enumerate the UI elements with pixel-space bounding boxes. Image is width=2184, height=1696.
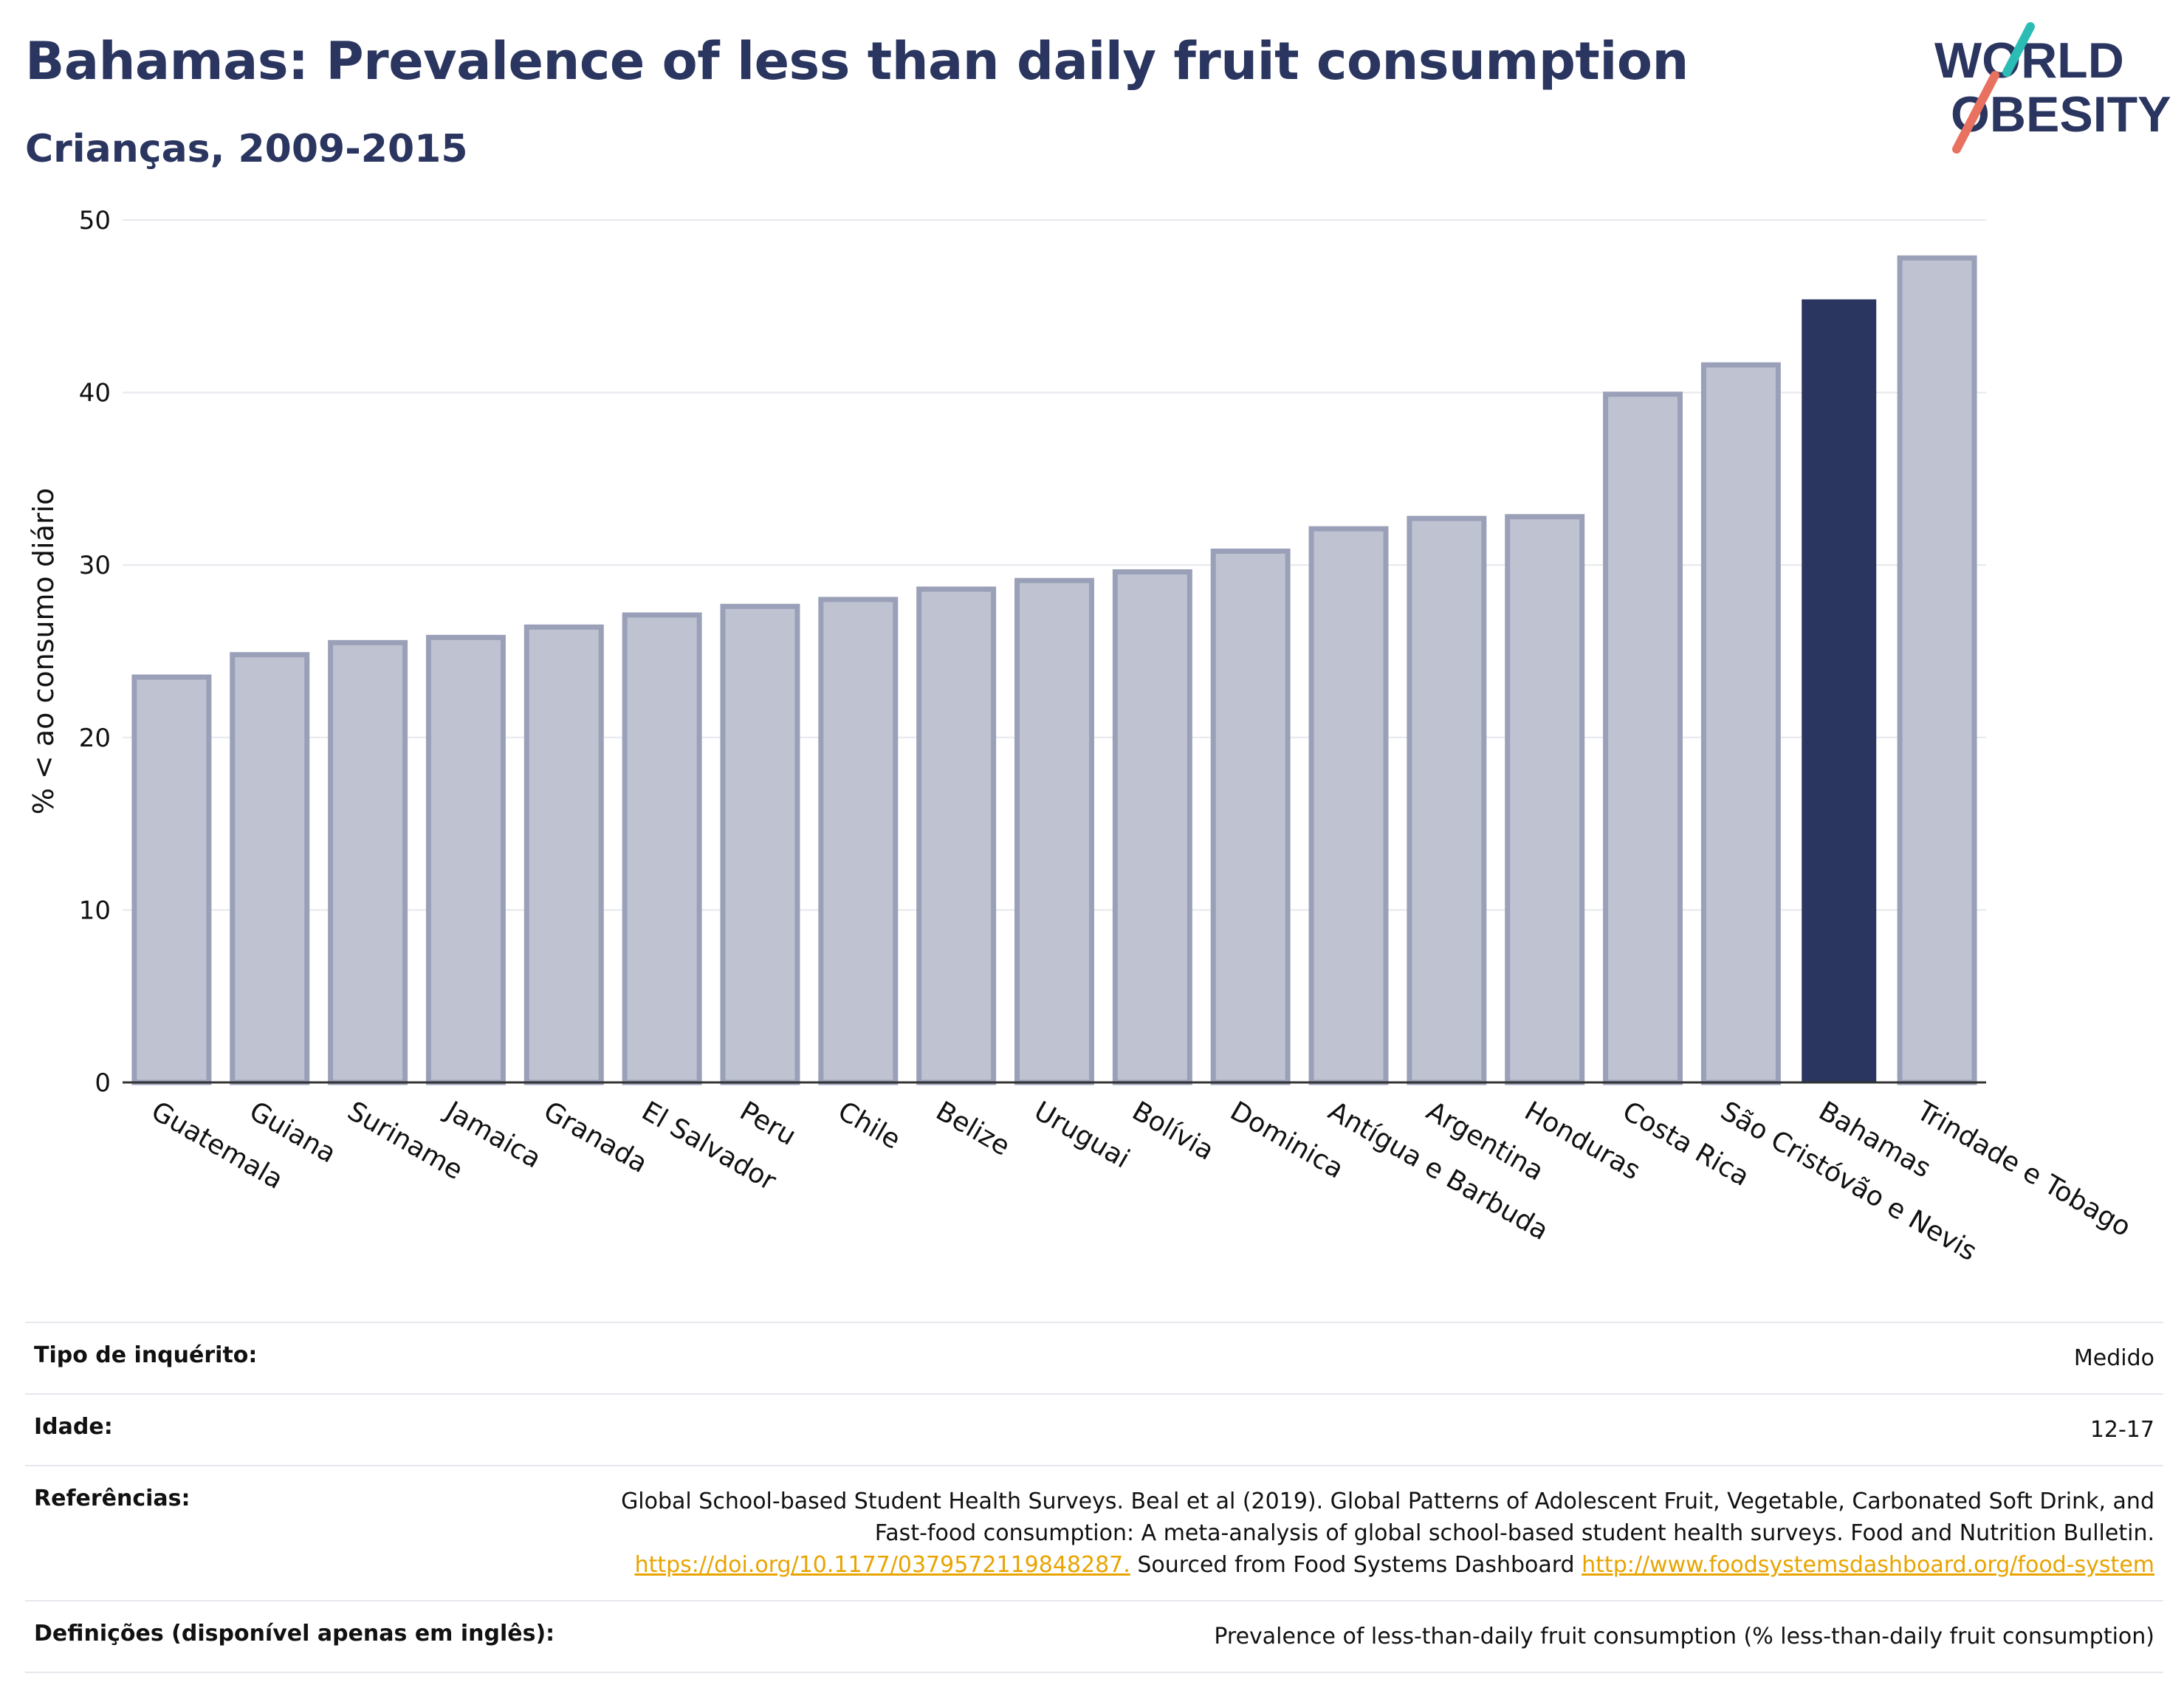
bar-highlighted [1802,299,1877,1082]
x-tick-label: Granada [538,1096,652,1179]
bar [1210,549,1291,1085]
bar [1897,255,1977,1085]
info-label: Definições (disponível apenas em inglês)… [25,1600,604,1673]
dashboard-link[interactable]: http://www.foodsystemsdashboard.org/food… [1582,1552,2154,1578]
bar [818,597,899,1085]
source-text: Sourced from Food Systems Dashboard [1137,1552,1575,1578]
logo-slash-teal [2002,22,2035,77]
bar [1014,577,1094,1085]
x-tick-label: Bolívia [1127,1096,1219,1167]
y-axis-label: % < ao consumo diário [27,488,60,815]
bar [720,603,800,1085]
world-obesity-logo: WORLD OBESITY [1934,22,2171,154]
bar [131,674,212,1085]
logo-line1: WORLD [1934,32,2124,89]
doi-link[interactable]: https://doi.org/10.1177/0379572119848287… [634,1552,1130,1578]
info-row-survey-type: Tipo de inquérito: Medido [25,1322,2163,1394]
y-tick-label: 40 [79,379,111,408]
y-tick-label: 50 [79,206,111,236]
bar [622,612,702,1085]
reference-text: Global School-based Student Health Surve… [621,1489,2154,1546]
info-table: Tipo de inquérito: Medido Idade: 12-17 R… [25,1322,2163,1673]
x-tick-label: Belize [931,1096,1015,1161]
info-row-references: Referências: Global School-based Student… [25,1465,2163,1601]
chart-subtitle: Crianças, 2009-2015 [25,127,468,171]
info-value: Global School-based Student Health Surve… [604,1465,2163,1601]
bar [1112,569,1192,1085]
bar [425,634,506,1085]
info-value: Prevalence of less-than-daily fruit cons… [604,1600,2163,1673]
y-tick-label: 20 [79,724,111,753]
info-label: Referências: [25,1465,604,1601]
x-tick-label: Peru [735,1096,801,1152]
logo-slash-coral [1952,71,1999,154]
x-tick-label: Chile [833,1096,906,1156]
y-tick-label: 30 [79,551,111,580]
info-value: 12-17 [604,1393,2163,1466]
info-label: Tipo de inquérito: [25,1322,604,1394]
info-label: Idade: [25,1393,604,1466]
info-row-age: Idade: 12-17 [25,1393,2163,1466]
info-row-definitions: Definições (disponível apenas em inglês)… [25,1600,2163,1673]
bar [1700,362,1781,1085]
bar [1308,526,1389,1085]
bar [1407,515,1487,1085]
y-tick-label: 0 [95,1068,111,1098]
bar [328,639,408,1085]
bar [230,652,310,1085]
bar [1603,391,1683,1085]
x-tick-label: Uruguai [1029,1096,1135,1174]
y-tick-label: 10 [79,896,111,925]
info-value: Medido [604,1322,2163,1394]
bar [916,586,997,1085]
bar [523,624,604,1085]
chart-title: Bahamas: Prevalence of less than daily f… [25,31,1689,92]
bar [1505,514,1585,1085]
